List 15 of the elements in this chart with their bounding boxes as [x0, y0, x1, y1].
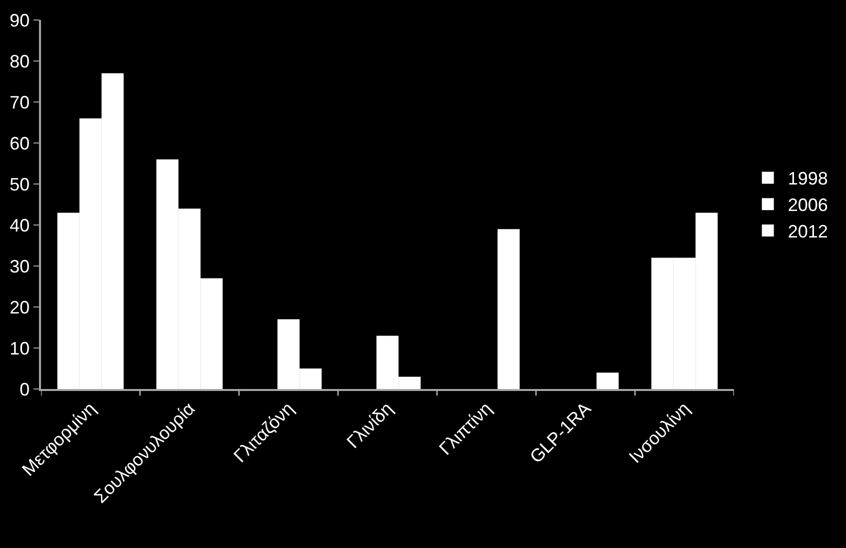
y-tick-label: 30 — [10, 256, 30, 276]
y-tick-label: 10 — [10, 338, 30, 358]
legend-label: 2006 — [788, 195, 828, 216]
bar — [596, 372, 619, 389]
y-tick-label: 50 — [10, 174, 30, 194]
bar — [498, 229, 520, 389]
y-tick-label: 40 — [10, 215, 30, 236]
y-tick-label: 90 — [10, 10, 30, 30]
y-tick-label: 70 — [10, 92, 30, 112]
y-tick-label: 80 — [10, 51, 30, 72]
legend-label: 2012 — [788, 222, 828, 242]
y-tick-label: 0 — [20, 379, 30, 400]
y-tick-label: 60 — [10, 133, 30, 154]
legend-label: 1998 — [788, 168, 828, 189]
y-tick-label: 20 — [10, 297, 30, 318]
